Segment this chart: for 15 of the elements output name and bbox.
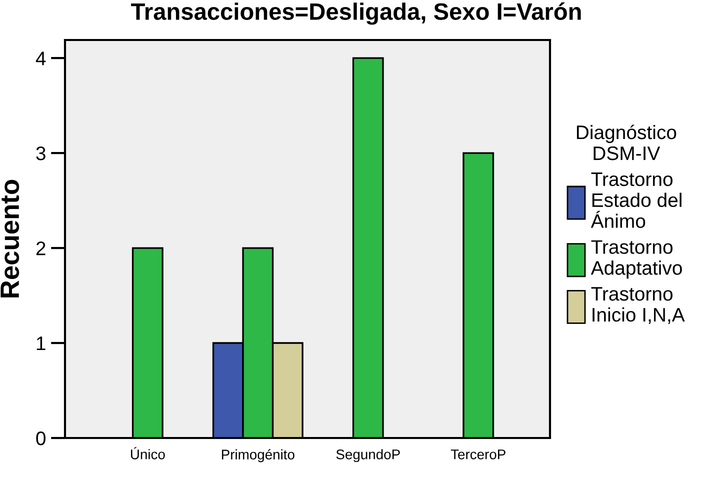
legend-label: Trastorno Inicio I,N,A [591, 287, 685, 324]
x-tick-label: Primogénito [222, 449, 294, 462]
x-tick-label: Único [130, 447, 165, 460]
y-tick-label: 3 [36, 146, 46, 160]
x-tick-label: SegundoP [336, 449, 400, 462]
y-axis-title: Recuento [0, 180, 20, 298]
x-tick-label: TerceroP [450, 450, 506, 460]
y-tick-label: 0 [36, 431, 46, 446]
y-tick-label: 4 [36, 52, 46, 66]
legend-label: Trastorno Adaptativo [590, 240, 682, 279]
legend-title: Diagnóstico DSM-IV [576, 124, 676, 160]
chart-title: Transacciones=Desligada, Sexo I=Varón [131, 2, 581, 25]
legend-label: Trastorno Estado del Ánimo [590, 172, 682, 228]
y-tick-label: 2 [36, 241, 46, 256]
y-tick-label: 1 [36, 336, 46, 350]
